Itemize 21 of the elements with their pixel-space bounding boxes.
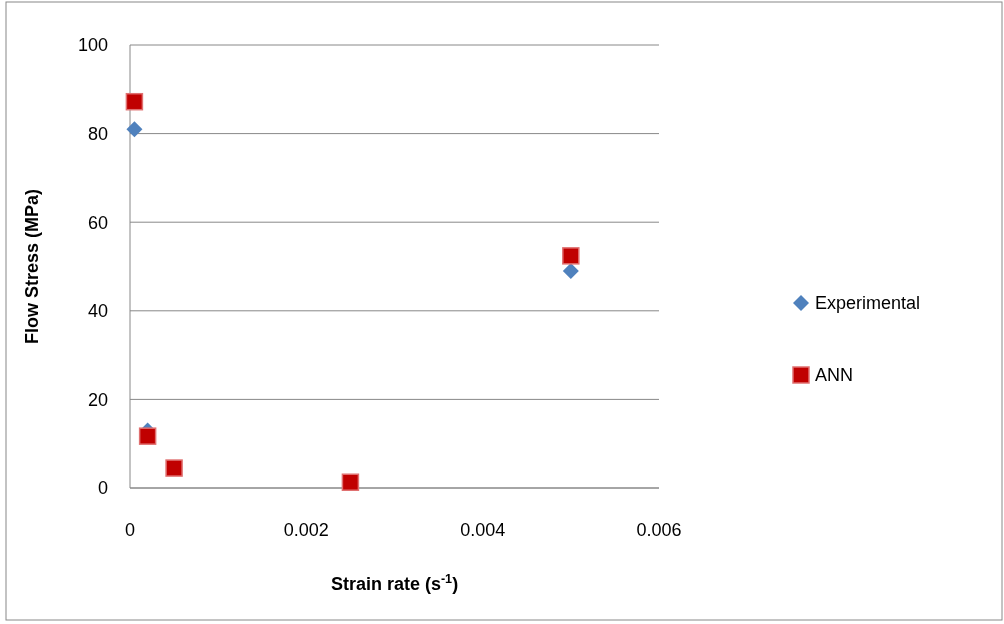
x-tick-label: 0.002 <box>283 520 329 540</box>
x-tick-label: 0.004 <box>460 520 506 540</box>
y-tick-label: 80 <box>87 123 108 144</box>
point <box>562 247 580 265</box>
point <box>562 262 579 279</box>
y-tick-label: 0 <box>97 478 108 499</box>
legend-label: Experimental <box>815 293 921 314</box>
point <box>165 459 183 477</box>
y-tick-label: 60 <box>87 212 108 233</box>
y-tick-label: 100 <box>77 35 108 56</box>
point <box>126 121 143 138</box>
x-tick-label: 0 <box>124 520 136 540</box>
point <box>341 473 360 491</box>
point <box>125 92 144 111</box>
y-tick-label: 20 <box>87 389 108 410</box>
x-tick-label: 0.006 <box>636 520 682 540</box>
legend-label: ANN <box>815 365 854 386</box>
x-axis-title: Strain rate (s$^{-1}$) <box>330 572 459 594</box>
y-tick-label: 40 <box>87 301 108 322</box>
y-axis-title: Flow Stress (MPa) <box>22 188 42 345</box>
point <box>138 427 157 445</box>
